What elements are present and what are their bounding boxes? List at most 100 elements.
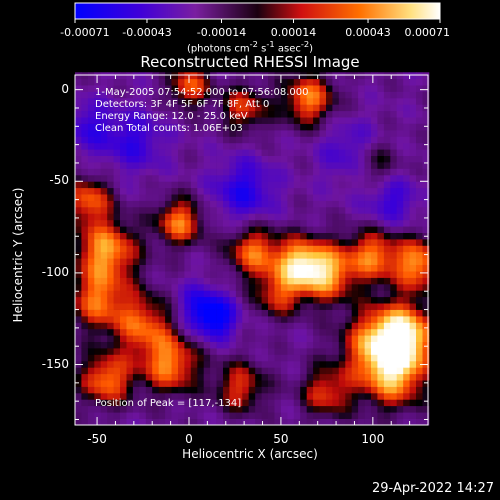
heatmap-cell — [377, 123, 385, 131]
heatmap-cell — [203, 110, 211, 118]
heatmap-cell — [81, 194, 89, 201]
heatmap-cell — [132, 219, 140, 227]
heatmap-cell — [396, 232, 404, 240]
heatmap-cell — [75, 386, 82, 394]
heatmap-cell — [190, 335, 198, 342]
heatmap-cell — [261, 354, 269, 362]
heatmap-cell — [210, 264, 217, 272]
heatmap-cell — [422, 316, 430, 323]
heatmap-cell — [396, 354, 404, 362]
heatmap-cell — [242, 174, 250, 182]
heatmap-cell — [364, 328, 372, 336]
heatmap-cell — [351, 91, 359, 99]
heatmap-cell — [190, 78, 198, 86]
heatmap-cell — [100, 97, 108, 105]
heatmap-cell — [332, 155, 340, 163]
heatmap-cell — [165, 174, 172, 182]
heatmap-cell — [345, 380, 353, 387]
heatmap-cell — [280, 136, 288, 144]
heatmap-cell — [203, 174, 211, 182]
heatmap-cell — [377, 405, 385, 413]
heatmap-cell — [145, 322, 153, 330]
heatmap-cell — [319, 78, 327, 86]
heatmap-cell — [319, 226, 327, 233]
heatmap-cell — [87, 219, 95, 227]
heatmap-cell — [293, 360, 301, 368]
heatmap-cell — [197, 322, 205, 330]
heatmap-cell — [261, 399, 269, 407]
heatmap-cell — [223, 360, 230, 368]
heatmap-cell — [351, 136, 359, 144]
heatmap-cell — [364, 245, 372, 253]
heatmap-cell — [293, 290, 301, 298]
heatmap-cell — [416, 303, 423, 310]
heatmap-cell — [351, 200, 359, 208]
heatmap-cell — [371, 219, 378, 227]
heatmap-cell — [210, 348, 217, 355]
heatmap-cell — [422, 149, 430, 156]
heatmap-cell — [268, 226, 275, 233]
heatmap-cell — [358, 181, 365, 189]
heatmap-cell — [326, 78, 333, 86]
heatmap-cell — [409, 85, 417, 92]
heatmap-cell — [280, 85, 288, 92]
heatmap-cell — [216, 97, 224, 105]
heatmap-cell — [377, 213, 385, 221]
heatmap-cell — [268, 290, 275, 298]
heatmap-cell — [152, 277, 159, 285]
heatmap-cell — [416, 97, 423, 105]
heatmap-cell — [396, 258, 404, 265]
heatmap-cell — [351, 239, 359, 246]
heatmap-cell — [326, 316, 333, 323]
heatmap-cell — [178, 206, 185, 214]
heatmap-cell — [371, 85, 378, 92]
heatmap-cell — [261, 123, 269, 131]
heatmap-cell — [145, 142, 153, 150]
heatmap-cell — [396, 85, 404, 92]
heatmap-cell — [416, 239, 423, 246]
heatmap-cell — [338, 290, 346, 298]
heatmap-cell — [338, 296, 346, 304]
heatmap-cell — [306, 85, 314, 92]
heatmap-cell — [145, 136, 153, 144]
heatmap-cell — [422, 322, 430, 330]
heatmap-cell — [81, 367, 89, 375]
heatmap-cell — [210, 162, 217, 169]
heatmap-cell — [345, 418, 353, 426]
heatmap-cell — [165, 264, 172, 272]
heatmap-cell — [280, 373, 288, 381]
heatmap-cell — [403, 123, 410, 131]
heatmap-cell — [319, 251, 327, 259]
heatmap-cell — [396, 283, 404, 291]
heatmap-cell — [261, 155, 269, 163]
heatmap-cell — [364, 117, 372, 124]
heatmap-cell — [313, 104, 320, 112]
heatmap-cell — [120, 399, 127, 407]
heatmap-cell — [364, 213, 372, 221]
heatmap-cell — [280, 78, 288, 86]
heatmap-cell — [338, 405, 346, 413]
heatmap-cell — [113, 97, 121, 105]
heatmap-cell — [75, 91, 82, 99]
heatmap-cell — [132, 187, 140, 195]
heatmap-cell — [351, 283, 359, 291]
heatmap-cell — [171, 149, 179, 156]
heatmap-cell — [300, 213, 307, 221]
heatmap-cell — [171, 360, 179, 368]
heatmap-cell — [319, 91, 327, 99]
heatmap-cell — [203, 206, 211, 214]
heatmap-cell — [306, 380, 314, 387]
heatmap-cell — [165, 136, 172, 144]
heatmap-cell — [132, 239, 140, 246]
heatmap-cell — [229, 322, 237, 330]
heatmap-cell — [313, 181, 320, 189]
heatmap-cell — [319, 335, 327, 342]
heatmap-cell — [203, 367, 211, 375]
heatmap-cell — [338, 354, 346, 362]
heatmap-cell — [313, 328, 320, 336]
heatmap-cell — [126, 213, 134, 221]
heatmap-cell — [268, 283, 275, 291]
heatmap-cell — [313, 136, 320, 144]
heatmap-cell — [132, 296, 140, 304]
heatmap-cell — [216, 226, 224, 233]
